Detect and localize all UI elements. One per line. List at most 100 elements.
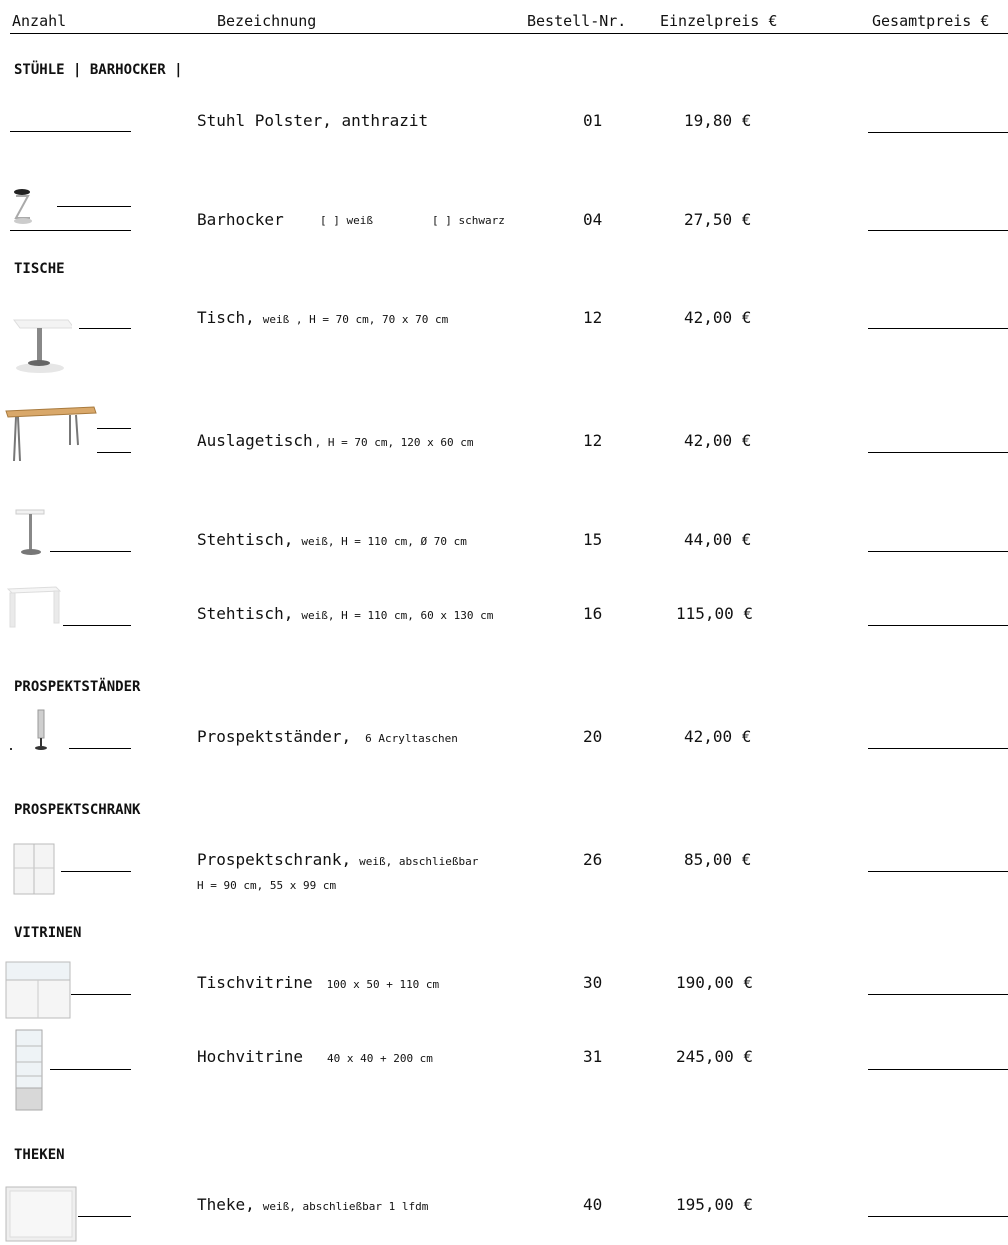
item-nr: 01 — [583, 111, 603, 130]
quantity-line[interactable] — [78, 1216, 131, 1217]
item-name: Stuhl Polster, anthrazit — [197, 111, 429, 130]
item-name-text: Stehtisch, — [197, 530, 294, 549]
item-name-text: Stehtisch, — [197, 604, 294, 623]
header-anzahl: Anzahl — [12, 12, 67, 30]
header-rule — [10, 33, 1008, 34]
item-detail: weiß, H = 110 cm, 60 x 130 cm — [301, 609, 494, 622]
quantity-line[interactable] — [97, 428, 131, 429]
quantity-line[interactable] — [10, 131, 131, 132]
total-line[interactable] — [868, 452, 1008, 453]
item-nr: 20 — [583, 727, 603, 746]
item-name: Tisch, weiß , H = 70 cm, 70 x 70 cm — [197, 308, 448, 327]
quantity-line[interactable] — [50, 551, 131, 552]
section-tische: TISCHE — [14, 261, 65, 277]
section-prospektstaender: PROSPEKTSTÄNDER — [14, 679, 141, 695]
cabinet-icon — [13, 843, 55, 895]
quantity-line[interactable] — [71, 994, 131, 995]
total-line[interactable] — [868, 994, 1008, 995]
item-detail: 100 x 50 + 110 cm — [326, 978, 440, 991]
header-bezeichnung: Bezeichnung — [217, 12, 317, 30]
item-price: 190,00 € — [676, 973, 754, 992]
tall-showcase-icon — [15, 1029, 43, 1111]
total-line[interactable] — [868, 748, 1008, 749]
item-name-text: Hochvitrine — [197, 1047, 303, 1066]
item-price: 42,00 € — [684, 727, 752, 746]
item-name: Prospektschrank, weiß, abschließbar — [197, 850, 478, 869]
total-line[interactable] — [868, 230, 1008, 231]
quantity-line[interactable] — [10, 230, 131, 231]
header-einzelpreis: Einzelpreis € — [660, 12, 778, 30]
table-icon — [13, 319, 72, 373]
item-price: 44,00 € — [684, 530, 752, 549]
quantity-line[interactable] — [97, 452, 131, 453]
high-table-icon — [6, 586, 62, 628]
header-gesamtpreis: Gesamtpreis € — [872, 12, 990, 30]
item-nr: 04 — [583, 210, 603, 229]
total-line[interactable] — [868, 1216, 1008, 1217]
folding-table-icon — [5, 406, 97, 462]
item-name-text: Prospektständer, — [197, 727, 352, 746]
item-name-text: Auslagetisch — [197, 431, 313, 450]
quantity-line[interactable] — [69, 748, 131, 749]
section-theken: THEKEN — [14, 1147, 65, 1163]
item-price: 245,00 € — [676, 1047, 754, 1066]
item-nr: 26 — [583, 850, 603, 869]
item-name-text: Tischvitrine — [197, 973, 313, 992]
table-showcase-icon — [5, 961, 71, 1019]
item-name-text: Theke, — [197, 1195, 255, 1214]
item-name: Theke, weiß, abschließbar 1 lfdm — [197, 1195, 428, 1214]
item-name-text: Prospektschrank, — [197, 850, 352, 869]
item-name: Stehtisch, weiß, H = 110 cm, Ø 70 cm — [197, 530, 467, 549]
item-nr: 16 — [583, 604, 603, 623]
item-price: 42,00 € — [684, 431, 752, 450]
total-line[interactable] — [868, 328, 1008, 329]
item-name: Stehtisch, weiß, H = 110 cm, 60 x 130 cm — [197, 604, 493, 623]
item-nr: 12 — [583, 431, 603, 450]
total-line[interactable] — [868, 132, 1008, 133]
option-black-checkbox[interactable]: [ ] schwarz — [432, 214, 505, 227]
counter-icon — [5, 1186, 77, 1242]
quantity-line[interactable] — [61, 871, 131, 872]
total-line[interactable] — [868, 625, 1008, 626]
quantity-line[interactable] — [79, 328, 131, 329]
item-name: Auslagetisch, H = 70 cm, 120 x 60 cm — [197, 431, 474, 450]
total-line[interactable] — [868, 551, 1008, 552]
item-price: 27,50 € — [684, 210, 752, 229]
item-nr: 31 — [583, 1047, 603, 1066]
section-stuehle: STÜHLE | BARHOCKER | — [14, 62, 183, 78]
item-detail: 6 Acryltaschen — [365, 732, 458, 745]
item-detail: weiß, abschließbar 1 lfdm — [262, 1200, 429, 1213]
item-detail: weiß , H = 70 cm, 70 x 70 cm — [262, 313, 449, 326]
item-detail: weiß, abschließbar — [359, 855, 479, 868]
item-detail: weiß, H = 110 cm, Ø 70 cm — [301, 535, 467, 548]
item-name: Barhocker — [197, 210, 284, 229]
item-name: Prospektständer, 6 Acryltaschen — [197, 727, 458, 746]
item-price: 19,80 € — [684, 111, 752, 130]
option-white-checkbox[interactable]: [ ] weiß — [320, 214, 373, 227]
quantity-line[interactable] — [50, 1069, 131, 1070]
section-prospektschrank: PROSPEKTSCHRANK — [14, 802, 141, 818]
quantity-line[interactable] — [63, 625, 131, 626]
item-name: Hochvitrine 40 x 40 + 200 cm — [197, 1047, 433, 1066]
item-price: 85,00 € — [684, 850, 752, 869]
item-nr: 15 — [583, 530, 603, 549]
item-name: Tischvitrine 100 x 50 + 110 cm — [197, 973, 439, 992]
header-bestellnr: Bestell-Nr. — [527, 12, 627, 30]
item-detail-line2: H = 90 cm, 55 x 99 cm — [197, 879, 337, 892]
brochure-stand-icon — [10, 709, 47, 750]
item-nr: 30 — [583, 973, 603, 992]
item-detail: , H = 70 cm, 120 x 60 cm — [314, 436, 474, 449]
total-line[interactable] — [868, 871, 1008, 872]
standing-table-icon — [15, 509, 45, 555]
quantity-line[interactable] — [57, 206, 131, 207]
item-price: 115,00 € — [676, 604, 754, 623]
item-nr: 40 — [583, 1195, 603, 1214]
item-price: 195,00 € — [676, 1195, 754, 1214]
total-line[interactable] — [868, 1069, 1008, 1070]
item-detail: 40 x 40 + 200 cm — [326, 1052, 433, 1065]
section-vitrinen: VITRINEN — [14, 925, 82, 941]
item-nr: 12 — [583, 308, 603, 327]
barstool-icon — [14, 189, 32, 224]
item-price: 42,00 € — [684, 308, 752, 327]
item-name-text: Tisch, — [197, 308, 255, 327]
